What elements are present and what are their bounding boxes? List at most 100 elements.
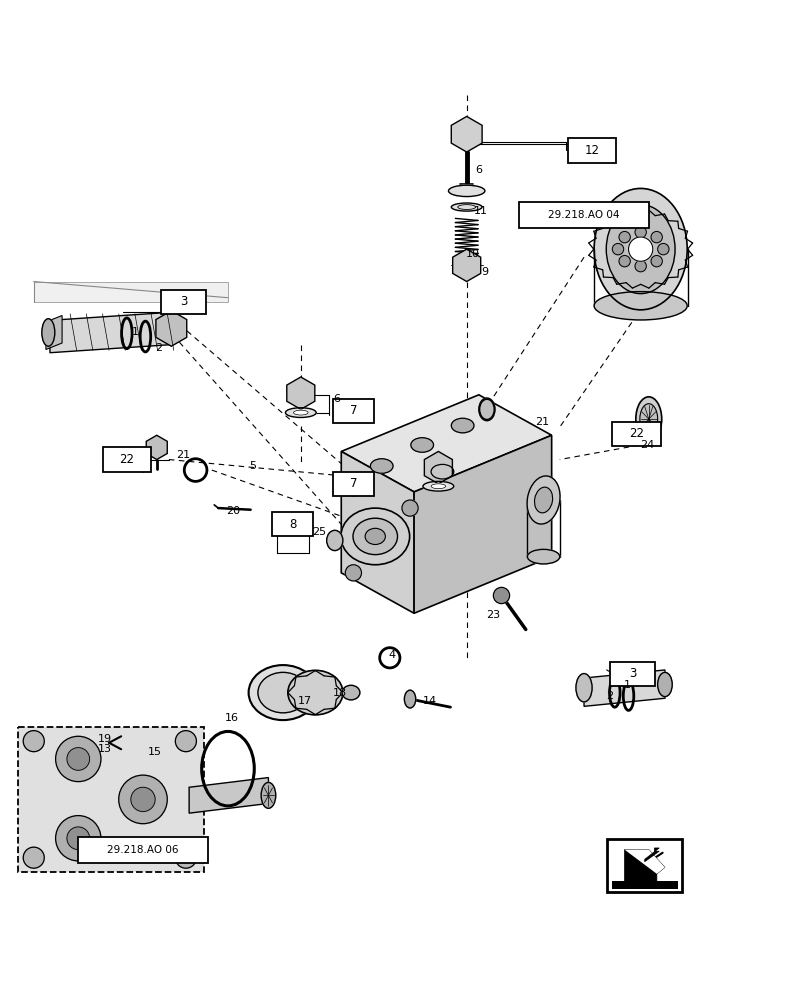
Circle shape bbox=[118, 775, 167, 824]
Circle shape bbox=[401, 500, 418, 516]
Bar bbox=[161, 290, 205, 314]
Polygon shape bbox=[156, 311, 187, 346]
Text: 22: 22 bbox=[119, 453, 134, 466]
Bar bbox=[78, 837, 208, 863]
Bar bbox=[567, 138, 616, 163]
Ellipse shape bbox=[526, 476, 560, 524]
Ellipse shape bbox=[635, 397, 661, 441]
Text: 20: 20 bbox=[226, 506, 240, 516]
Circle shape bbox=[175, 847, 196, 868]
Polygon shape bbox=[286, 377, 315, 409]
Polygon shape bbox=[46, 315, 62, 349]
Ellipse shape bbox=[639, 404, 657, 434]
Text: 21: 21 bbox=[534, 417, 548, 427]
Ellipse shape bbox=[293, 410, 307, 415]
Ellipse shape bbox=[657, 672, 672, 697]
Polygon shape bbox=[451, 116, 482, 152]
Polygon shape bbox=[611, 881, 677, 889]
Ellipse shape bbox=[341, 685, 359, 700]
Ellipse shape bbox=[410, 438, 433, 452]
Bar bbox=[333, 472, 373, 496]
Ellipse shape bbox=[258, 672, 307, 713]
Text: 19: 19 bbox=[98, 734, 112, 744]
Polygon shape bbox=[189, 778, 268, 813]
Ellipse shape bbox=[326, 530, 342, 551]
Text: 24: 24 bbox=[639, 440, 654, 450]
Circle shape bbox=[175, 731, 196, 752]
Text: 2: 2 bbox=[156, 343, 162, 353]
Ellipse shape bbox=[431, 484, 445, 489]
Ellipse shape bbox=[451, 203, 482, 211]
Circle shape bbox=[634, 226, 646, 238]
Polygon shape bbox=[341, 451, 414, 613]
Text: 3: 3 bbox=[629, 667, 636, 680]
Ellipse shape bbox=[341, 508, 409, 565]
Text: 12: 12 bbox=[584, 144, 599, 157]
Text: 25: 25 bbox=[312, 527, 326, 537]
Polygon shape bbox=[644, 848, 659, 862]
Ellipse shape bbox=[594, 188, 686, 310]
Text: 23: 23 bbox=[486, 610, 500, 620]
Bar bbox=[607, 839, 681, 892]
Text: 11: 11 bbox=[473, 206, 487, 216]
Ellipse shape bbox=[431, 464, 453, 479]
Ellipse shape bbox=[457, 205, 475, 209]
Ellipse shape bbox=[575, 674, 591, 702]
Circle shape bbox=[618, 255, 629, 267]
Text: 4: 4 bbox=[388, 650, 395, 660]
Circle shape bbox=[67, 827, 89, 850]
Bar bbox=[333, 399, 373, 423]
Polygon shape bbox=[50, 312, 171, 353]
Ellipse shape bbox=[594, 292, 686, 320]
Text: 7: 7 bbox=[350, 477, 357, 490]
Text: 7: 7 bbox=[350, 404, 357, 417]
Ellipse shape bbox=[526, 549, 559, 564]
Ellipse shape bbox=[606, 205, 674, 294]
Ellipse shape bbox=[287, 670, 342, 715]
Text: 6: 6 bbox=[333, 394, 341, 404]
Ellipse shape bbox=[285, 408, 315, 417]
Circle shape bbox=[55, 816, 101, 861]
Bar bbox=[102, 447, 151, 472]
Bar bbox=[519, 202, 648, 228]
Text: 29.218.AO 06: 29.218.AO 06 bbox=[107, 845, 178, 855]
Polygon shape bbox=[624, 850, 664, 874]
Circle shape bbox=[24, 731, 45, 752]
Text: 3: 3 bbox=[179, 295, 187, 308]
Circle shape bbox=[55, 736, 101, 782]
Circle shape bbox=[657, 243, 668, 255]
Polygon shape bbox=[34, 282, 228, 302]
Text: 18: 18 bbox=[333, 688, 346, 698]
Polygon shape bbox=[146, 435, 167, 460]
Ellipse shape bbox=[353, 518, 397, 555]
Bar bbox=[18, 727, 204, 872]
Text: 2: 2 bbox=[606, 691, 613, 701]
Ellipse shape bbox=[365, 528, 385, 545]
Circle shape bbox=[650, 231, 662, 243]
Circle shape bbox=[345, 565, 361, 581]
Text: 22: 22 bbox=[629, 427, 643, 440]
Ellipse shape bbox=[423, 481, 453, 491]
Ellipse shape bbox=[261, 782, 276, 808]
Ellipse shape bbox=[448, 185, 484, 197]
Text: 10: 10 bbox=[465, 249, 478, 259]
Circle shape bbox=[67, 748, 89, 770]
Text: 1: 1 bbox=[131, 327, 138, 337]
Ellipse shape bbox=[248, 665, 317, 720]
Polygon shape bbox=[341, 395, 551, 492]
Polygon shape bbox=[414, 435, 551, 613]
Circle shape bbox=[611, 243, 623, 255]
Text: 13: 13 bbox=[98, 744, 112, 754]
Polygon shape bbox=[583, 670, 664, 706]
Text: 9: 9 bbox=[480, 267, 487, 277]
Bar bbox=[272, 512, 312, 536]
Text: 14: 14 bbox=[423, 696, 437, 706]
Polygon shape bbox=[624, 850, 664, 884]
Ellipse shape bbox=[534, 487, 552, 513]
Circle shape bbox=[618, 231, 629, 243]
Text: 16: 16 bbox=[225, 713, 238, 723]
Text: 8: 8 bbox=[289, 518, 296, 531]
Ellipse shape bbox=[478, 398, 495, 421]
Ellipse shape bbox=[370, 459, 393, 473]
Ellipse shape bbox=[451, 418, 474, 433]
